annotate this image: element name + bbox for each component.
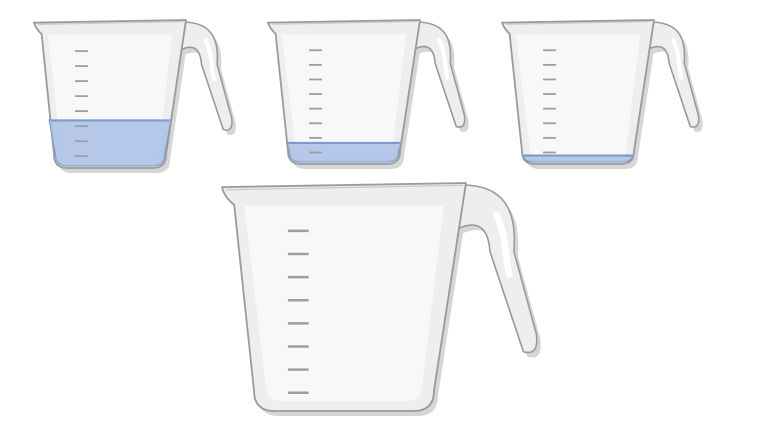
- cup-3-handle: [648, 21, 700, 128]
- cup-2-handle-highlight: [436, 38, 450, 80]
- cup-2-inner-highlight: [281, 34, 407, 158]
- cup-1-handle: [180, 21, 233, 131]
- cup-3-liquid: [522, 154, 634, 163]
- cup-2-handle: [414, 21, 466, 128]
- cup-4-rim: [225, 184, 464, 191]
- cup-3-rim: [505, 20, 652, 25]
- cup-3-measuring-cup: [501, 19, 703, 169]
- cup-4-handle: [457, 184, 538, 354]
- cup-4-inner-highlight: [243, 205, 445, 402]
- cup-1-handle-highlight: [203, 38, 217, 82]
- cup-1-measuring-cup: [33, 19, 236, 173]
- cup-2-rim: [271, 20, 418, 25]
- cup-3-inner-highlight: [515, 34, 641, 158]
- cup-3-handle-highlight: [670, 38, 684, 80]
- cup-2-measuring-cup: [267, 19, 469, 169]
- cup-4-handle-highlight: [492, 211, 513, 278]
- cup-1-rim: [37, 20, 184, 26]
- cup-2-liquid: [285, 141, 403, 163]
- cup-1-liquid: [48, 119, 172, 167]
- cup-4-measuring-cup: [221, 182, 541, 416]
